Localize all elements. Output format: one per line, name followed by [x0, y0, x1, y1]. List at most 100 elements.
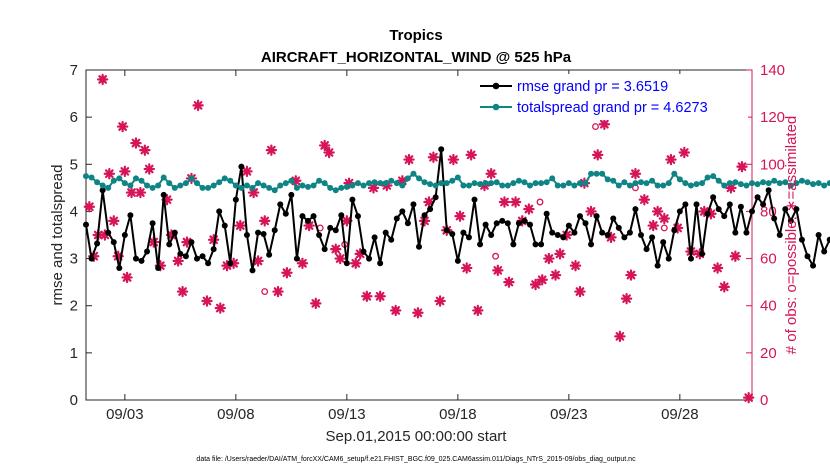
obs-assimilated-point	[265, 144, 278, 156]
star-stroke	[140, 145, 150, 155]
y-tick-label: 3	[70, 251, 78, 268]
totalspread-point	[388, 177, 395, 184]
star-stroke	[178, 287, 187, 296]
obs-assimilated-point	[492, 264, 504, 277]
rmse-point	[549, 229, 556, 236]
rmse-point	[588, 241, 595, 248]
star-stroke	[571, 261, 580, 270]
obs-assimilated-point	[503, 276, 515, 288]
obs-assimilated-point	[549, 269, 562, 281]
obs-assimilated-point	[718, 281, 730, 293]
obs-assimilated-point	[172, 255, 184, 267]
totalspread-point	[155, 182, 162, 189]
star-stroke	[726, 183, 736, 193]
totalspread-point	[293, 184, 300, 191]
totalspread-point	[282, 180, 289, 187]
obs-assimilated-point	[134, 186, 147, 199]
star-stroke	[659, 214, 669, 223]
rmse-point	[465, 234, 472, 241]
totalspread-point	[721, 182, 728, 189]
star-stroke	[182, 237, 192, 247]
rmse-point	[665, 255, 672, 262]
totalspread-point	[621, 179, 628, 186]
x-tick-label: 09/08	[217, 406, 255, 423]
star-stroke	[273, 287, 283, 296]
star-stroke	[131, 138, 141, 148]
totalspread-point	[749, 180, 755, 187]
star-stroke	[242, 167, 252, 176]
obs-assimilated-point	[711, 262, 724, 274]
series-layer	[83, 146, 830, 274]
totalspread-point	[826, 180, 830, 187]
rmse-point	[127, 212, 134, 219]
rmse-point	[460, 229, 467, 236]
totalspread-point	[676, 176, 683, 183]
rmse-point	[715, 206, 722, 213]
totalspread-point	[776, 180, 783, 187]
obs-assimilated-point	[310, 297, 322, 310]
rmse-point	[232, 196, 239, 203]
star-stroke	[320, 141, 330, 150]
obs-assimilated-point	[116, 120, 129, 133]
star-stroke	[537, 275, 547, 285]
obs-assimilated-point	[729, 250, 742, 262]
legend: rmse grand pr = 3.6519 totalspread grand…	[476, 74, 748, 120]
totalspread-point	[410, 170, 417, 177]
totalspread-point	[199, 184, 206, 191]
chart-subtitle: AIRCRAFT_HORIZONTAL_WIND @ 525 hPa	[261, 49, 572, 66]
obs-possible-point	[392, 306, 400, 314]
rmse-point	[171, 229, 178, 236]
star-stroke	[511, 197, 520, 207]
rmse-point	[227, 260, 234, 267]
rmse-point	[377, 260, 384, 267]
obs-assimilated-point	[638, 193, 651, 206]
totalspread-point	[504, 182, 511, 189]
obs-assimilated-point	[121, 271, 133, 284]
rmse-point	[144, 248, 151, 255]
totalspread-point	[693, 181, 700, 188]
obs-assimilated-point	[272, 285, 284, 298]
star-stroke	[362, 291, 372, 301]
rmse-point	[354, 213, 361, 220]
totalspread-point	[332, 187, 339, 194]
obs-possible-point	[536, 198, 544, 206]
star-stroke	[575, 287, 585, 296]
star-stroke	[104, 169, 114, 179]
obs-assimilated-point	[454, 210, 466, 222]
totalspread-point	[377, 180, 384, 187]
star-stroke	[109, 216, 119, 226]
rmse-point	[538, 241, 545, 248]
rmse-point	[427, 206, 434, 213]
obs-assimilated-point	[569, 259, 582, 272]
rmse-point	[343, 260, 350, 267]
totalspread-point	[349, 182, 356, 189]
rmse-point	[571, 229, 578, 236]
star-stroke	[486, 169, 496, 179]
obs-assimilated-point	[176, 285, 189, 298]
totalspread-point	[443, 180, 450, 187]
totalspread-point	[121, 180, 128, 187]
star-stroke	[622, 294, 631, 303]
rmse-point	[649, 234, 656, 241]
totalspread-point	[465, 182, 472, 189]
rmse-point	[205, 260, 212, 267]
rmse-point	[510, 241, 517, 248]
rmse-point	[554, 232, 561, 238]
rmse-point	[388, 236, 395, 243]
totalspread-point	[793, 180, 800, 187]
x-tick-label: 09/23	[550, 406, 588, 423]
obs-assimilated-point	[509, 196, 522, 208]
star-stroke	[666, 155, 676, 164]
obs-assimilated-point	[234, 219, 246, 232]
totalspread-point	[815, 180, 822, 187]
rmse-point	[787, 217, 794, 224]
rmse-point	[160, 191, 167, 198]
obs-assimilated-point	[318, 139, 331, 152]
rmse-point	[471, 196, 478, 203]
legend-totalspread-marker	[492, 103, 500, 111]
totalspread-point	[194, 180, 200, 187]
star-stroke	[679, 148, 689, 157]
rmse-point	[776, 232, 783, 238]
y-tick-label: 6	[70, 109, 78, 126]
rmse-point	[521, 217, 528, 224]
